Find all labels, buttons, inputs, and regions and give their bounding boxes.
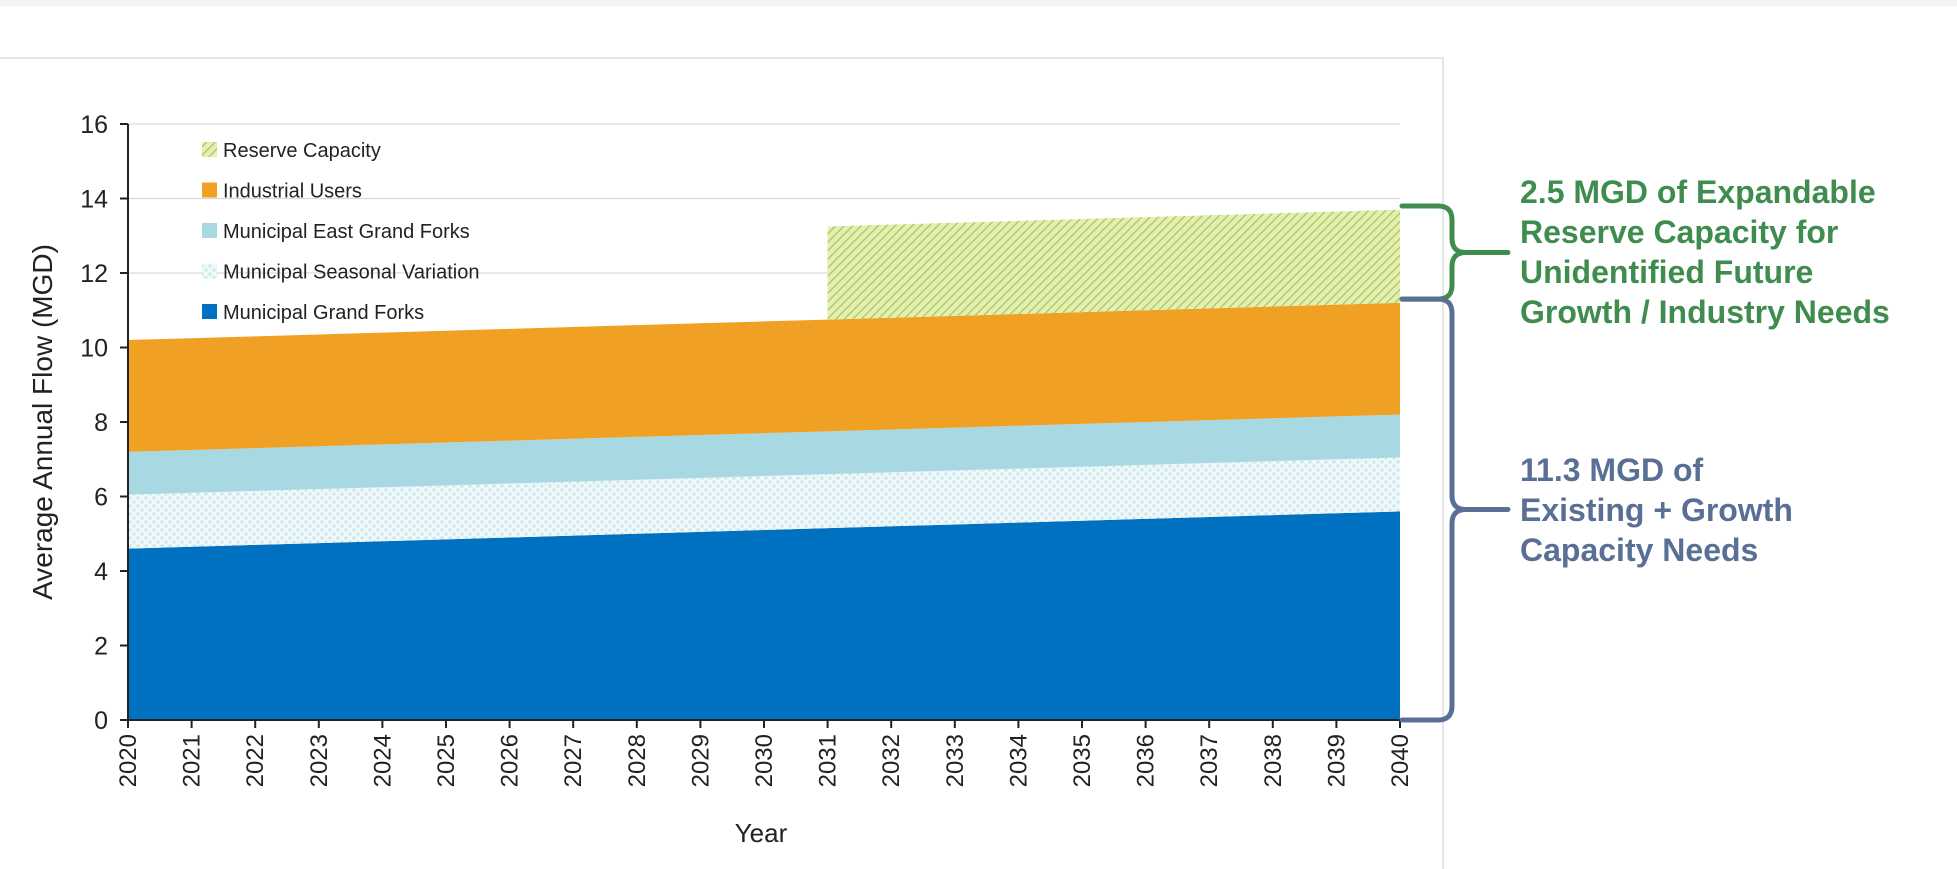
existing-growth-brace xyxy=(1399,296,1511,723)
legend-label-municipal-grand-forks: Municipal Grand Forks xyxy=(223,302,424,324)
legend-swatch-municipal-grand-forks xyxy=(202,304,217,319)
x-tick-label-2022: 2022 xyxy=(242,734,269,787)
existing-callout-line-3: Capacity Needs xyxy=(1520,532,1758,568)
x-tick-label-2029: 2029 xyxy=(687,734,714,787)
x-tick-label-2035: 2035 xyxy=(1069,734,1096,787)
y-axis-title: Average Annual Flow (MGD) xyxy=(27,244,58,600)
y-tick-label-2: 2 xyxy=(94,633,108,661)
x-tick-label-2026: 2026 xyxy=(497,734,524,787)
existing-callout-line-2: Existing + Growth xyxy=(1520,492,1793,528)
reserve-capacity-brace xyxy=(1399,203,1511,302)
area-municipal-east-grand-forks xyxy=(128,414,1400,495)
reserve-callout-line-4: Growth / Industry Needs xyxy=(1520,294,1890,330)
x-tick-label-2023: 2023 xyxy=(306,734,333,787)
x-tick-label-2037: 2037 xyxy=(1196,734,1223,787)
area-reserve-capacity xyxy=(827,209,1400,320)
area-industrial-users xyxy=(128,302,1400,452)
x-tick-label-2024: 2024 xyxy=(369,734,396,787)
x-tick-label-2040: 2040 xyxy=(1387,734,1414,787)
x-tick-label-2033: 2033 xyxy=(942,734,969,787)
axes: 0 2 4 6 8 10 12 14 16 2020 2021 2022 2023 2024 2025 202… xyxy=(27,111,1414,848)
x-tick-label-2021: 2021 xyxy=(179,734,206,787)
area-municipal-seasonal-variation xyxy=(128,457,1400,549)
x-tick-label-2028: 2028 xyxy=(624,734,651,787)
x-tick-label-2036: 2036 xyxy=(1133,734,1160,787)
legend-swatch-industrial-users xyxy=(202,182,217,198)
reserve-callout-line-3: Unidentified Future xyxy=(1520,254,1813,290)
y-tick-label-6: 6 xyxy=(94,484,108,512)
legend-swatch-municipal-seasonal-variation xyxy=(202,263,217,279)
x-axis-title: Year xyxy=(735,818,788,848)
y-tick-label-8: 8 xyxy=(94,409,108,437)
legend-swatch-reserve-capacity xyxy=(202,142,217,157)
y-tick-label-12: 12 xyxy=(80,260,108,288)
callouts: 2.5 MGD of Expandable Reserve Capacity fo… xyxy=(1399,174,1890,723)
x-tick-label-2032: 2032 xyxy=(878,734,905,787)
x-tick-label-2020: 2020 xyxy=(115,734,142,787)
reserve-callout-line-1: 2.5 MGD of Expandable xyxy=(1520,174,1876,210)
y-tick-label-14: 14 xyxy=(80,186,108,214)
x-tick-label-2027: 2027 xyxy=(560,734,587,787)
x-tick-label-2038: 2038 xyxy=(1260,734,1287,787)
legend-label-industrial-users: Industrial Users xyxy=(223,181,362,203)
x-tick-label-2025: 2025 xyxy=(433,734,460,787)
legend-label-municipal-east-grand-forks: Municipal East Grand Forks xyxy=(223,221,470,243)
y-tick-label-0: 0 xyxy=(94,707,108,735)
y-tick-label-16: 16 xyxy=(80,111,108,139)
x-tick-label-2034: 2034 xyxy=(1005,734,1032,787)
y-tick-label-4: 4 xyxy=(94,558,108,586)
reserve-callout-line-2: Reserve Capacity for xyxy=(1520,214,1838,250)
legend-label-municipal-seasonal-variation: Municipal Seasonal Variation xyxy=(223,262,479,284)
area-series xyxy=(128,209,1400,720)
x-tick-label-2030: 2030 xyxy=(751,734,778,787)
existing-callout-line-1: 11.3 MGD of xyxy=(1520,452,1704,488)
x-tick-label-2039: 2039 xyxy=(1323,734,1350,787)
legend: Reserve Capacity Industrial Users Municipa… xyxy=(202,140,479,324)
top-bar xyxy=(0,0,1957,6)
y-tick-label-10: 10 xyxy=(80,335,108,363)
x-tick-label-2031: 2031 xyxy=(815,734,842,787)
legend-swatch-municipal-east-grand-forks xyxy=(202,223,217,238)
area-municipal-grand-forks xyxy=(128,511,1400,720)
legend-label-reserve-capacity: Reserve Capacity xyxy=(223,140,381,162)
